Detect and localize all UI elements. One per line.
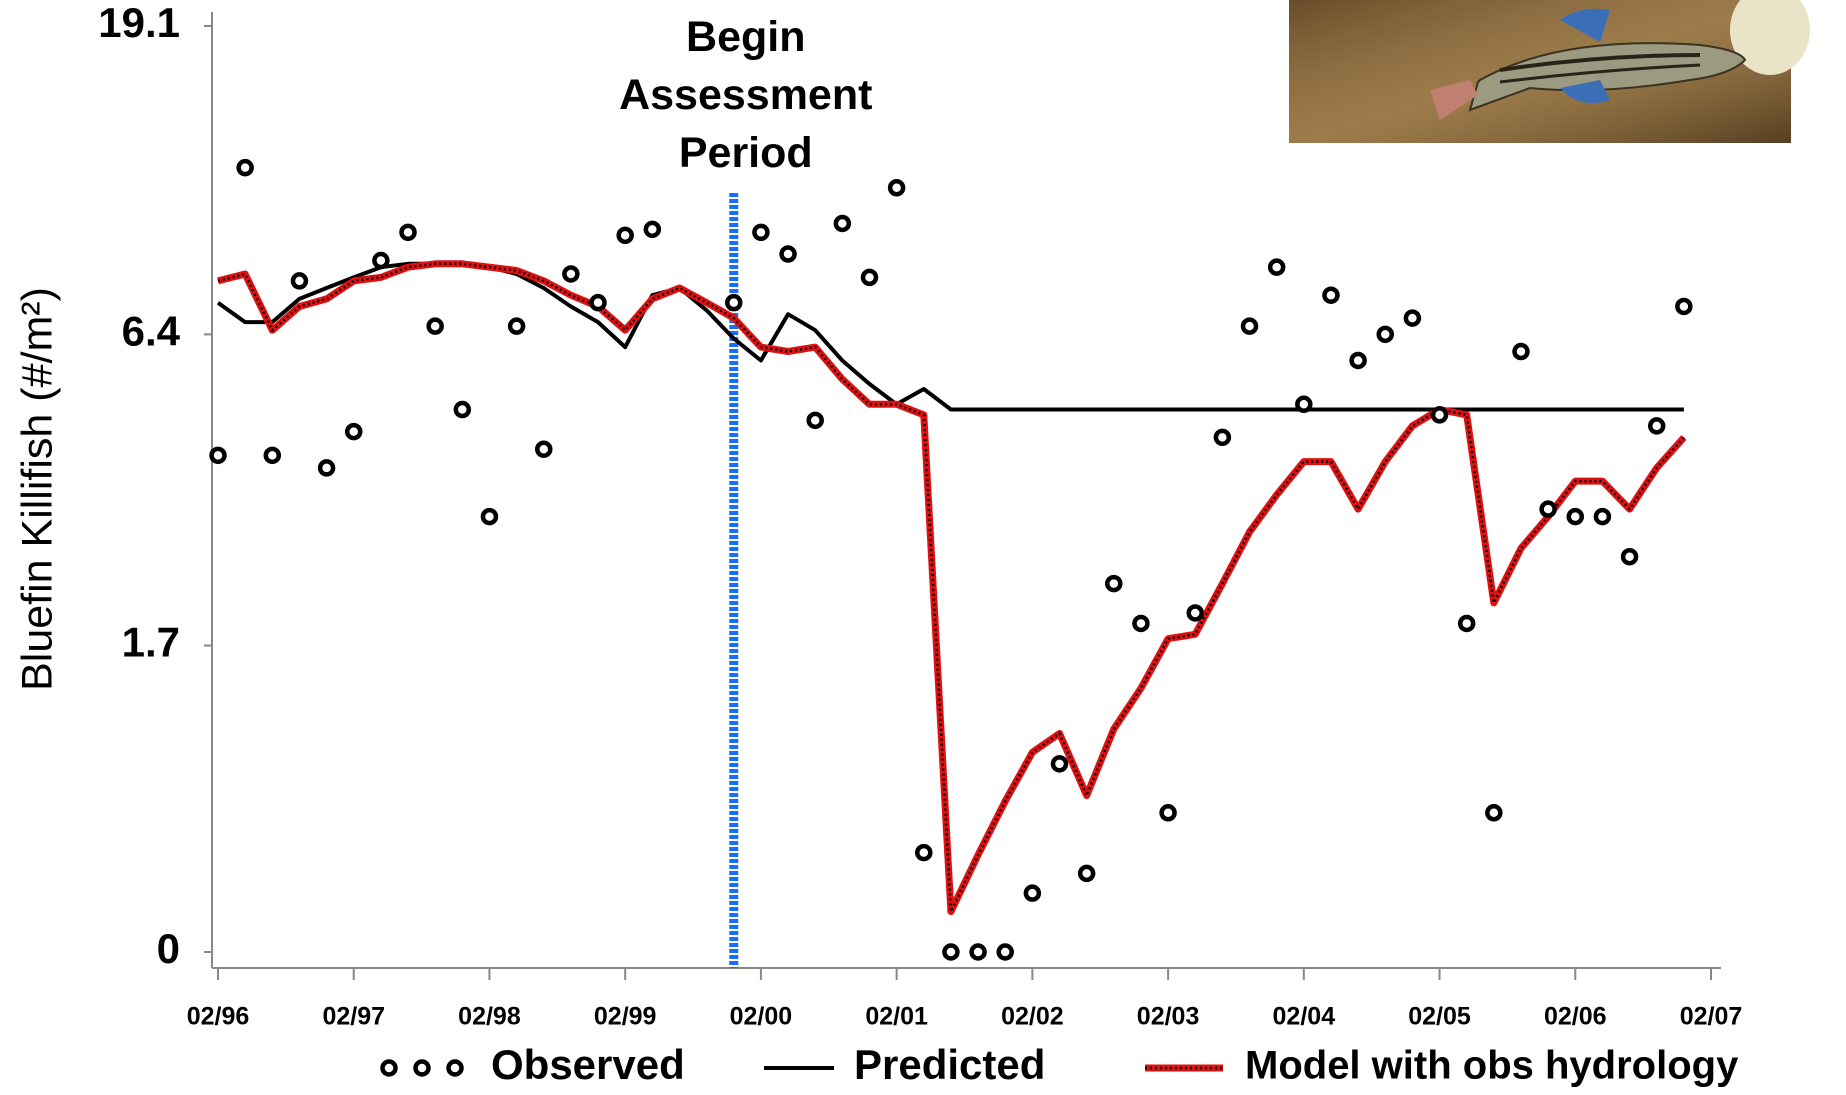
observed-point	[1243, 320, 1256, 333]
legend-marker	[416, 1062, 429, 1075]
observed-point	[1080, 867, 1093, 880]
chart: 0 1.7 6.4 19.1 02/96 02/97 02/98 02/99 02/00 02/0…	[0, 0, 1846, 1095]
legend-marker	[449, 1062, 462, 1075]
observed-point	[1542, 503, 1555, 516]
observed-point	[917, 846, 930, 859]
observed-point	[1460, 617, 1473, 630]
photo	[1289, 0, 1810, 143]
legend-marker	[383, 1062, 396, 1075]
observed-point	[537, 443, 550, 456]
observed-point	[890, 181, 903, 194]
observed-point	[483, 510, 496, 523]
y-axis-label: Bluefin Killifish (#/m²)	[13, 287, 61, 691]
x-tick-label: 02/97	[322, 1003, 385, 1031]
observed-point	[1379, 328, 1392, 341]
observed-point	[456, 403, 469, 416]
observed-point	[1677, 300, 1690, 313]
page: 0 1.7 6.4 19.1 02/96 02/97 02/98 02/99 02/00 02/0…	[0, 0, 1846, 1095]
series-line-dots	[218, 264, 1684, 912]
observed-point	[1107, 577, 1120, 590]
observed-point	[1650, 419, 1663, 432]
observed-point	[1324, 289, 1337, 302]
observed-point	[1189, 606, 1202, 619]
observed-point	[1026, 887, 1039, 900]
y-tick-label: 0	[157, 925, 180, 972]
y-tick-label: 19.1	[98, 0, 180, 46]
observed-point	[293, 274, 306, 287]
observed-point	[619, 229, 632, 242]
observed-point	[1053, 757, 1066, 770]
y-tick-label: 6.4	[122, 307, 181, 354]
series-line	[218, 264, 1684, 912]
x-tick-label: 02/07	[1680, 1003, 1743, 1031]
observed-point	[564, 267, 577, 280]
observed-point	[1406, 312, 1419, 325]
observed-point	[999, 946, 1012, 959]
legend-label: Observed	[491, 1041, 685, 1088]
x-tick-label: 02/99	[594, 1003, 657, 1031]
y-tick-label: 1.7	[122, 619, 180, 666]
observed-point	[266, 449, 279, 462]
series-line	[218, 264, 1684, 410]
legend-label: Model with obs hydrology	[1245, 1044, 1739, 1088]
observed-point	[1297, 398, 1310, 411]
observed-point	[212, 449, 225, 462]
observed-point	[1162, 806, 1175, 819]
observed-point	[1352, 354, 1365, 367]
observed-point	[1596, 510, 1609, 523]
observed-point	[1487, 806, 1500, 819]
x-tick-label: 02/01	[865, 1003, 928, 1031]
observed-point	[944, 946, 957, 959]
observed-point	[510, 320, 523, 333]
observed-point	[1134, 617, 1147, 630]
observed-point	[754, 226, 767, 239]
observed-point	[836, 217, 849, 230]
observed-point	[429, 320, 442, 333]
observed-point	[1433, 408, 1446, 421]
x-tick-label: 02/02	[1001, 1003, 1064, 1031]
observed-point	[727, 296, 740, 309]
observed-point	[1623, 550, 1636, 563]
observed-point	[239, 161, 252, 174]
observed-point	[646, 223, 659, 236]
observed-point	[863, 271, 876, 284]
x-tick-label: 02/00	[730, 1003, 793, 1031]
observed-point	[1569, 510, 1582, 523]
observed-point	[782, 248, 795, 261]
observed-point	[972, 946, 985, 959]
observed-point	[1514, 345, 1527, 358]
observed-point	[809, 414, 822, 427]
observed-point	[374, 254, 387, 267]
x-tick-label: 02/96	[187, 1003, 250, 1031]
x-tick-label: 02/04	[1273, 1003, 1336, 1031]
observed-point	[320, 461, 333, 474]
observed-point	[402, 226, 415, 239]
observed-point	[592, 296, 605, 309]
observed-point	[1270, 261, 1283, 274]
legend-label: Predicted	[854, 1041, 1045, 1088]
x-tick-label: 02/06	[1544, 1003, 1607, 1031]
observed-point	[1216, 431, 1229, 444]
x-tick-label: 02/03	[1137, 1003, 1200, 1031]
x-tick-label: 02/98	[458, 1003, 521, 1031]
x-tick-label: 02/05	[1408, 1003, 1471, 1031]
observed-point	[347, 425, 360, 438]
